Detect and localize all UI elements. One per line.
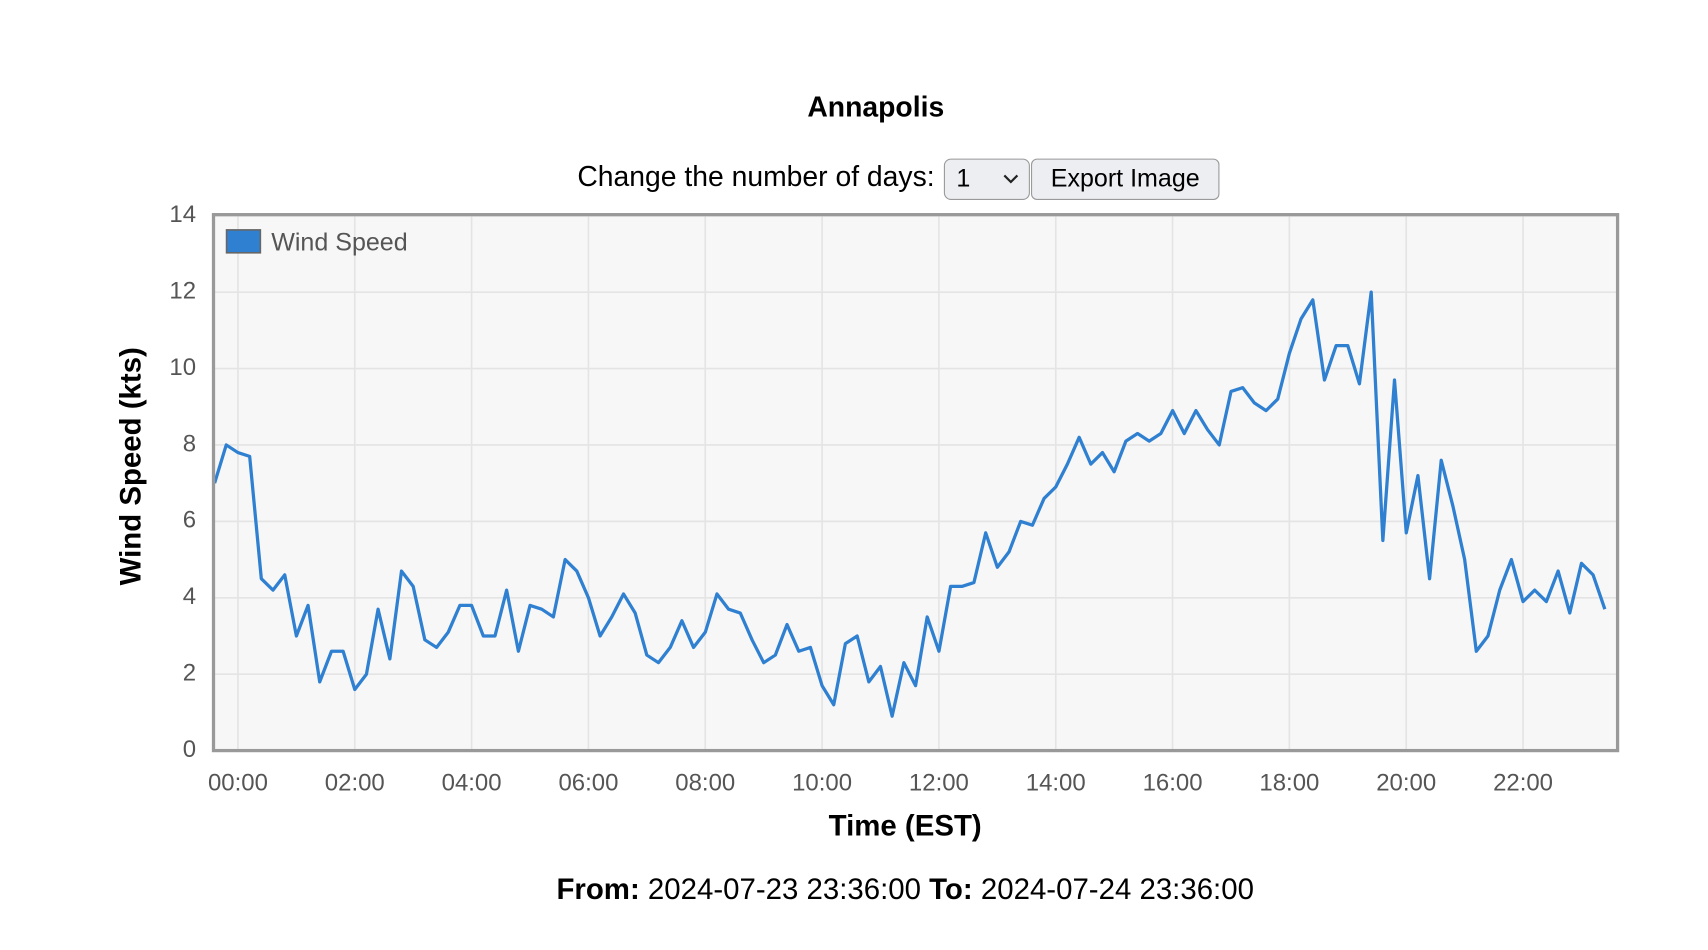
y-tick-label: 6 xyxy=(183,507,196,534)
to-label: To: xyxy=(929,873,973,906)
x-tick-label: 08:00 xyxy=(675,770,735,797)
legend-swatch xyxy=(225,229,262,254)
date-range: From: 2024-07-23 23:36:00 To: 2024-07-24… xyxy=(556,873,1254,906)
x-tick-label: 02:00 xyxy=(325,770,385,797)
plot-area xyxy=(213,214,1618,751)
x-tick-label: 18:00 xyxy=(1259,770,1319,797)
from-date: 2024-07-23 23:36:00 xyxy=(648,873,921,906)
y-tick-label: 8 xyxy=(183,430,196,457)
x-axis-label: Time (EST) xyxy=(829,810,982,843)
to-date: 2024-07-24 23:36:00 xyxy=(981,873,1254,906)
x-tick-label: 06:00 xyxy=(558,770,618,797)
select-box[interactable] xyxy=(943,158,1030,200)
legend-item: Wind Speed xyxy=(225,229,408,257)
y-tick-label: 0 xyxy=(183,736,196,763)
x-tick-label: 22:00 xyxy=(1493,770,1553,797)
y-tick-label: 12 xyxy=(169,277,196,304)
export-button[interactable]: Export Image xyxy=(1031,158,1220,200)
button-box[interactable] xyxy=(1031,158,1220,200)
plot-frame xyxy=(211,213,1620,753)
y-tick-label: 10 xyxy=(169,354,196,381)
x-tick-label: 14:00 xyxy=(1026,770,1086,797)
from-label: From: xyxy=(556,873,639,906)
x-tick-label: 00:00 xyxy=(208,770,268,797)
days-select[interactable]: 1 xyxy=(943,158,1030,200)
y-tick-label: 2 xyxy=(183,660,196,687)
x-tick-label: 04:00 xyxy=(442,770,502,797)
select-value[interactable]: 1 xyxy=(956,164,970,192)
y-tick-label: 14 xyxy=(169,201,196,228)
x-tick-label: 10:00 xyxy=(792,770,852,797)
page-title: Annapolis xyxy=(807,91,944,123)
select-arrow xyxy=(1003,174,1019,184)
y-axis-label: Wind Speed (kts) xyxy=(115,347,148,585)
data-line xyxy=(213,290,1607,718)
y-tick-label: 4 xyxy=(183,583,196,610)
x-tick-label: 16:00 xyxy=(1143,770,1203,797)
days-label: Change the number of days: xyxy=(577,161,934,193)
button-label[interactable]: Export Image xyxy=(1051,164,1200,192)
x-tick-label: 20:00 xyxy=(1376,770,1436,797)
legend-label: Wind Speed xyxy=(271,229,407,257)
x-tick-label: 12:00 xyxy=(909,770,969,797)
